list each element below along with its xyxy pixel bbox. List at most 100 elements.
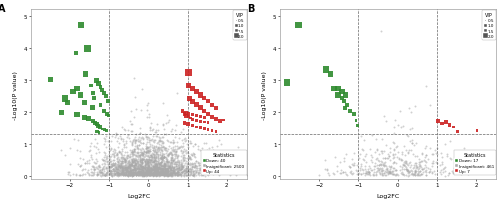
Point bbox=[382, 143, 390, 146]
Point bbox=[172, 124, 180, 127]
Point bbox=[380, 156, 388, 159]
Point bbox=[158, 152, 166, 155]
Point bbox=[128, 174, 136, 177]
Point bbox=[378, 164, 386, 167]
Point bbox=[164, 120, 172, 124]
Point bbox=[138, 159, 146, 162]
Point bbox=[96, 165, 104, 168]
Point bbox=[158, 154, 166, 157]
Point bbox=[100, 165, 108, 168]
Point bbox=[324, 168, 332, 171]
Point bbox=[126, 162, 134, 166]
Point bbox=[172, 165, 180, 168]
Point bbox=[202, 159, 209, 162]
Point bbox=[124, 168, 132, 171]
Point bbox=[116, 162, 124, 165]
Point bbox=[93, 173, 101, 176]
Point bbox=[110, 171, 118, 175]
Point bbox=[128, 139, 136, 142]
Point bbox=[101, 173, 109, 177]
Point bbox=[108, 165, 116, 168]
Point bbox=[422, 170, 430, 174]
Point bbox=[364, 170, 372, 174]
Point bbox=[126, 162, 134, 165]
Point bbox=[156, 173, 164, 177]
Point bbox=[166, 165, 174, 169]
Point bbox=[122, 171, 130, 175]
Point bbox=[114, 161, 122, 164]
Point bbox=[120, 168, 128, 171]
Point bbox=[184, 170, 192, 174]
Point bbox=[188, 157, 196, 161]
Point bbox=[124, 160, 132, 163]
Point bbox=[95, 170, 103, 173]
Point bbox=[108, 173, 116, 176]
Point bbox=[112, 132, 120, 135]
Point bbox=[162, 172, 170, 175]
Point bbox=[146, 139, 154, 142]
Point bbox=[154, 169, 162, 172]
Point bbox=[113, 153, 121, 156]
Point bbox=[164, 169, 172, 172]
Point bbox=[169, 150, 177, 153]
Point bbox=[358, 164, 366, 167]
Point bbox=[147, 154, 155, 157]
Point bbox=[136, 171, 143, 175]
Point bbox=[132, 171, 140, 174]
Point bbox=[154, 173, 162, 176]
Point bbox=[93, 174, 101, 177]
Point bbox=[128, 148, 136, 152]
Point bbox=[144, 167, 152, 170]
Point bbox=[140, 168, 147, 171]
Point bbox=[85, 173, 93, 176]
Point bbox=[125, 173, 133, 176]
Point bbox=[125, 167, 133, 170]
Point bbox=[122, 157, 130, 160]
Point bbox=[118, 157, 126, 161]
Point bbox=[130, 161, 138, 164]
Point bbox=[204, 100, 212, 104]
Point bbox=[109, 167, 117, 170]
Point bbox=[204, 164, 212, 168]
Point bbox=[170, 162, 178, 166]
Point bbox=[163, 154, 171, 157]
Point bbox=[152, 171, 160, 175]
Point bbox=[178, 165, 186, 169]
Point bbox=[190, 171, 198, 174]
Point bbox=[366, 154, 374, 157]
Point bbox=[134, 140, 142, 143]
Point bbox=[103, 113, 111, 116]
Point bbox=[377, 170, 385, 173]
Point bbox=[150, 168, 158, 171]
Point bbox=[144, 159, 152, 162]
Point bbox=[194, 172, 202, 175]
Point bbox=[153, 164, 161, 167]
Point bbox=[422, 154, 430, 157]
Point bbox=[168, 149, 176, 152]
Point bbox=[138, 162, 146, 165]
Point bbox=[130, 167, 138, 170]
Point bbox=[149, 164, 157, 168]
Point bbox=[378, 169, 386, 172]
Point bbox=[175, 163, 183, 166]
Point bbox=[100, 173, 108, 176]
Point bbox=[119, 164, 127, 167]
Point bbox=[146, 161, 154, 164]
Point bbox=[404, 134, 411, 137]
Point bbox=[88, 92, 96, 95]
Point bbox=[446, 140, 454, 143]
Point bbox=[166, 164, 173, 168]
Point bbox=[84, 171, 92, 175]
Point bbox=[400, 162, 408, 165]
Point bbox=[184, 159, 192, 162]
Point bbox=[143, 154, 151, 158]
Point bbox=[110, 169, 118, 173]
Point bbox=[194, 161, 202, 164]
Point bbox=[428, 165, 436, 168]
Point bbox=[160, 155, 168, 158]
Point bbox=[191, 162, 199, 165]
Point bbox=[128, 158, 136, 161]
Point bbox=[175, 173, 183, 176]
Point bbox=[338, 91, 346, 94]
Point bbox=[148, 129, 156, 132]
